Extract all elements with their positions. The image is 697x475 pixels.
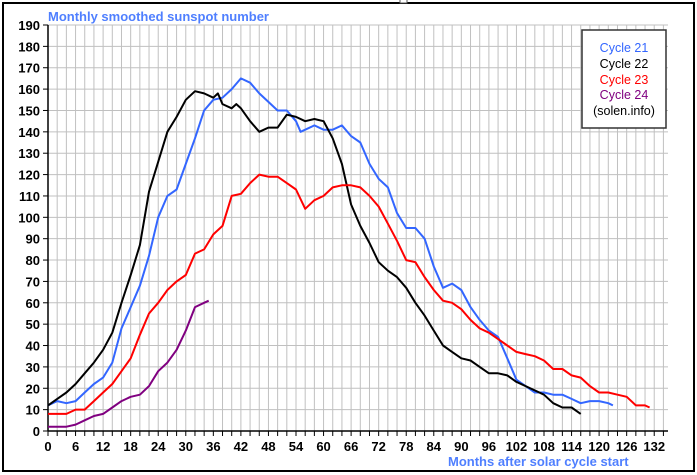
y-tick-label: 130 [18,146,40,161]
x-tick-label: 54 [289,439,304,454]
legend-box [581,29,667,129]
y-tick-label: 170 [18,61,40,76]
y-tick-label: 40 [26,339,40,354]
x-tick-label: 42 [234,439,248,454]
y-tick-label: 140 [18,125,40,140]
x-tick-label: 96 [482,439,496,454]
y-tick-label: 110 [19,189,40,204]
y-tick-label: 50 [26,317,40,332]
x-tick-label: 114 [561,439,583,454]
y-tick-label: 100 [18,210,40,225]
x-tick-label: 48 [261,439,275,454]
x-tick-label: 12 [96,439,110,454]
x-tick-label: 126 [616,439,638,454]
axes: 0102030405060708090100110120130140150160… [18,18,668,454]
x-tick-label: 36 [206,439,220,454]
y-tick-label: 10 [26,403,40,418]
x-tick-label: 84 [427,439,442,454]
y-tick-label: 0 [33,424,40,439]
x-tick-label: 120 [588,439,610,454]
y-tick-label: 190 [18,18,40,33]
y-tick-label: 120 [18,168,40,183]
y-tick-label: 150 [18,103,40,118]
legend-source: (solen.info) [593,104,655,118]
x-tick-label: 102 [506,439,528,454]
x-tick-label: 60 [316,439,330,454]
x-tick-label: 78 [399,439,413,454]
series-line-cycle-21 [47,77,614,407]
x-tick-label: 30 [179,439,193,454]
y-tick-label: 20 [26,381,40,396]
x-tick-label: 108 [533,439,555,454]
y-tick-label: 60 [26,296,40,311]
x-tick-label: 0 [44,439,51,454]
y-tick-label: 90 [26,232,40,247]
legend-cycle-21: Cycle 21 [600,41,649,55]
chart-title: Monthly smoothed sunspot number [48,9,269,24]
legend-cycle-22: Cycle 22 [600,57,649,71]
series-line-cycle-24 [48,299,210,428]
x-tick-label: 6 [72,439,79,454]
series-line-cycle-22 [47,90,582,415]
series-lines [47,77,651,428]
legend-cycle-23: Cycle 23 [600,73,649,87]
x-tick-label: 66 [344,439,358,454]
x-tick-label: 18 [123,439,137,454]
x-tick-label: 24 [151,439,166,454]
y-tick-label: 70 [26,274,40,289]
y-tick-label: 180 [18,39,40,54]
series-line-cycle-23 [48,173,651,415]
legend-cycle-24: Cycle 24 [600,88,649,102]
x-tick-label: 132 [643,439,665,454]
y-tick-label: 80 [26,253,40,268]
y-tick-label: 30 [26,360,40,375]
grid [47,24,668,432]
x-tick-label: 90 [454,439,468,454]
resize-handle[interactable] [399,0,408,4]
legend: Cycle 21 Cycle 22 Cycle 23 Cycle 24 (sol… [581,29,667,129]
x-tick-label: 72 [371,439,385,454]
y-tick-label: 160 [18,82,40,97]
x-axis-label: Months after solar cycle start [448,454,629,469]
